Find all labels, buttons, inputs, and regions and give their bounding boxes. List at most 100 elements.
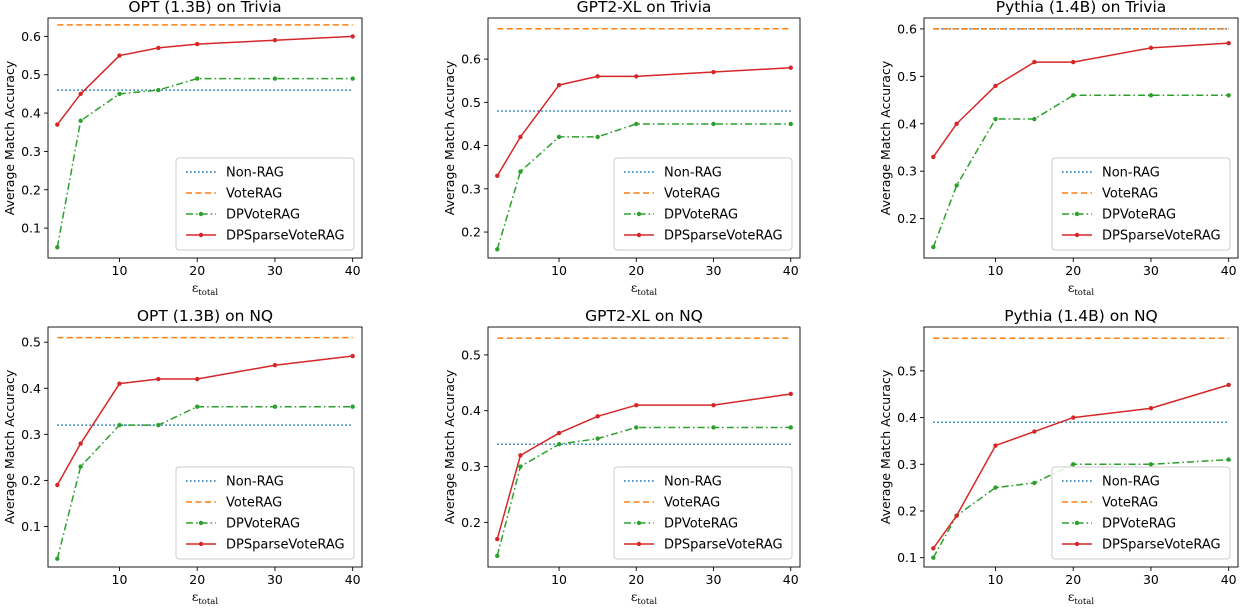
- data-point-dp-vote-rag: [1149, 93, 1153, 97]
- x-tick-label: 20: [1065, 263, 1081, 278]
- legend-label: DPSparseVoteRAG: [664, 229, 783, 244]
- y-tick-label: 0.4: [461, 138, 481, 153]
- data-point-dp-sparse-vote-rag: [931, 155, 935, 159]
- x-tick-label: 10: [988, 572, 1004, 587]
- data-point-dp-sparse-vote-rag: [1226, 41, 1230, 45]
- data-point-dp-vote-rag: [1149, 462, 1153, 466]
- data-point-dp-sparse-vote-rag: [1032, 60, 1036, 64]
- legend-label: Non-RAG: [664, 475, 722, 490]
- legend-label: DPVoteRAG: [664, 208, 738, 223]
- data-point-dp-sparse-vote-rag: [78, 92, 82, 96]
- data-point-dp-sparse-vote-rag: [1149, 406, 1153, 410]
- x-axis-label-subscript: total: [1074, 288, 1094, 298]
- x-tick-label: 20: [189, 572, 205, 587]
- y-tick-label: 0.2: [461, 225, 481, 240]
- data-point-dp-sparse-vote-rag: [195, 377, 199, 381]
- legend-marker: [637, 542, 641, 546]
- x-tick-label: 40: [1221, 572, 1237, 587]
- data-point-dp-vote-rag: [195, 404, 199, 408]
- data-point-dp-sparse-vote-rag: [954, 513, 958, 517]
- y-tick-label: 0.4: [21, 381, 41, 396]
- chart-panel: Pythia (1.4B) on Trivia 10 20 30 40 0.2 0.3 0.4…: [878, 0, 1238, 298]
- data-point-dp-sparse-vote-rag: [1032, 429, 1036, 433]
- data-point-dp-vote-rag: [557, 135, 561, 139]
- data-point-dp-vote-rag: [711, 122, 715, 126]
- x-tick-label: 40: [345, 572, 361, 587]
- legend-marker: [637, 521, 641, 525]
- data-point-dp-sparse-vote-rag: [78, 441, 82, 445]
- y-tick-label: 0.5: [21, 335, 41, 350]
- data-point-dp-sparse-vote-rag: [1226, 383, 1230, 387]
- legend: Non-RAG VoteRAG DPVoteRAG DPSparseVoteRAG: [176, 158, 354, 250]
- y-tick-label: 0.5: [461, 347, 481, 362]
- legend: Non-RAG VoteRAG DPVoteRAG DPSparseVoteRAG: [614, 467, 792, 559]
- data-point-dp-sparse-vote-rag: [557, 83, 561, 87]
- data-point-dp-sparse-vote-rag: [518, 135, 522, 139]
- data-point-dp-vote-rag: [78, 119, 82, 123]
- x-tick-label: 20: [628, 572, 644, 587]
- y-tick-label: 0.2: [897, 211, 917, 226]
- data-point-dp-vote-rag: [55, 557, 59, 561]
- data-point-dp-vote-rag: [1071, 93, 1075, 97]
- x-tick-label: 10: [551, 572, 567, 587]
- data-point-dp-vote-rag: [993, 117, 997, 121]
- legend-marker: [199, 521, 203, 525]
- data-point-dp-sparse-vote-rag: [993, 84, 997, 88]
- data-point-dp-vote-rag: [495, 554, 499, 558]
- data-point-dp-sparse-vote-rag: [711, 70, 715, 74]
- y-tick-label: 0.3: [461, 181, 481, 196]
- y-tick-label: 0.2: [461, 515, 481, 530]
- data-point-dp-vote-rag: [711, 425, 715, 429]
- data-point-dp-vote-rag: [595, 436, 599, 440]
- y-tick-label: 0.4: [897, 116, 917, 131]
- legend-label: DPVoteRAG: [664, 517, 738, 532]
- data-point-dp-vote-rag: [117, 92, 121, 96]
- data-point-dp-vote-rag: [595, 135, 599, 139]
- data-point-dp-vote-rag: [634, 122, 638, 126]
- chart-panel: OPT (1.3B) on NQ10 20 30 400.10.20.30.40.5ε…: [2, 307, 362, 607]
- legend-label: DPSparseVoteRAG: [664, 538, 783, 553]
- data-point-dp-vote-rag: [993, 485, 997, 489]
- x-tick-label: 10: [988, 263, 1004, 278]
- legend-label: VoteRAG: [226, 496, 282, 511]
- x-tick-label: 30: [706, 572, 722, 587]
- legend-label: VoteRAG: [1102, 187, 1158, 202]
- data-point-dp-vote-rag: [55, 245, 59, 249]
- data-point-dp-vote-rag: [518, 464, 522, 468]
- chart-title: OPT (1.3B) on Trivia: [128, 0, 281, 16]
- legend-marker: [637, 212, 641, 216]
- data-point-dp-vote-rag: [1071, 462, 1075, 466]
- legend-marker: [199, 212, 203, 216]
- data-point-dp-sparse-vote-rag: [195, 42, 199, 46]
- legend-label: DPVoteRAG: [226, 517, 300, 532]
- y-tick-label: 0.2: [21, 473, 41, 488]
- data-point-dp-sparse-vote-rag: [156, 377, 160, 381]
- x-axis-label: εtotal: [192, 280, 219, 298]
- data-point-dp-sparse-vote-rag: [993, 443, 997, 447]
- legend-marker: [1075, 233, 1079, 237]
- x-tick-label: 10: [112, 572, 128, 587]
- data-point-dp-sparse-vote-rag: [55, 483, 59, 487]
- data-point-dp-vote-rag: [78, 464, 82, 468]
- y-tick-label: 0.1: [897, 550, 917, 565]
- y-tick-label: 0.3: [21, 427, 41, 442]
- legend-marker: [1075, 521, 1079, 525]
- data-point-dp-vote-rag: [1032, 117, 1036, 121]
- data-point-dp-sparse-vote-rag: [350, 354, 354, 358]
- legend-label: VoteRAG: [664, 496, 720, 511]
- legend-label: VoteRAG: [226, 187, 282, 202]
- data-point-dp-sparse-vote-rag: [518, 453, 522, 457]
- chart-panel: OPT (1.3B) on Trivia 10 20 30 40 0.1 0.2 0.3 0.4…: [2, 0, 362, 298]
- x-tick-label: 30: [1143, 263, 1159, 278]
- data-point-dp-vote-rag: [195, 76, 199, 80]
- data-point-dp-vote-rag: [789, 425, 793, 429]
- data-point-dp-vote-rag: [1226, 93, 1230, 97]
- data-point-dp-sparse-vote-rag: [1149, 46, 1153, 50]
- chart-title: GPT2-XL on Trivia: [577, 0, 712, 16]
- y-tick-label: 0.5: [461, 95, 481, 110]
- data-point-dp-vote-rag: [117, 423, 121, 427]
- x-tick-label: 20: [1065, 572, 1081, 587]
- y-tick-label: 0.3: [461, 459, 481, 474]
- y-tick-label: 0.1: [21, 221, 41, 236]
